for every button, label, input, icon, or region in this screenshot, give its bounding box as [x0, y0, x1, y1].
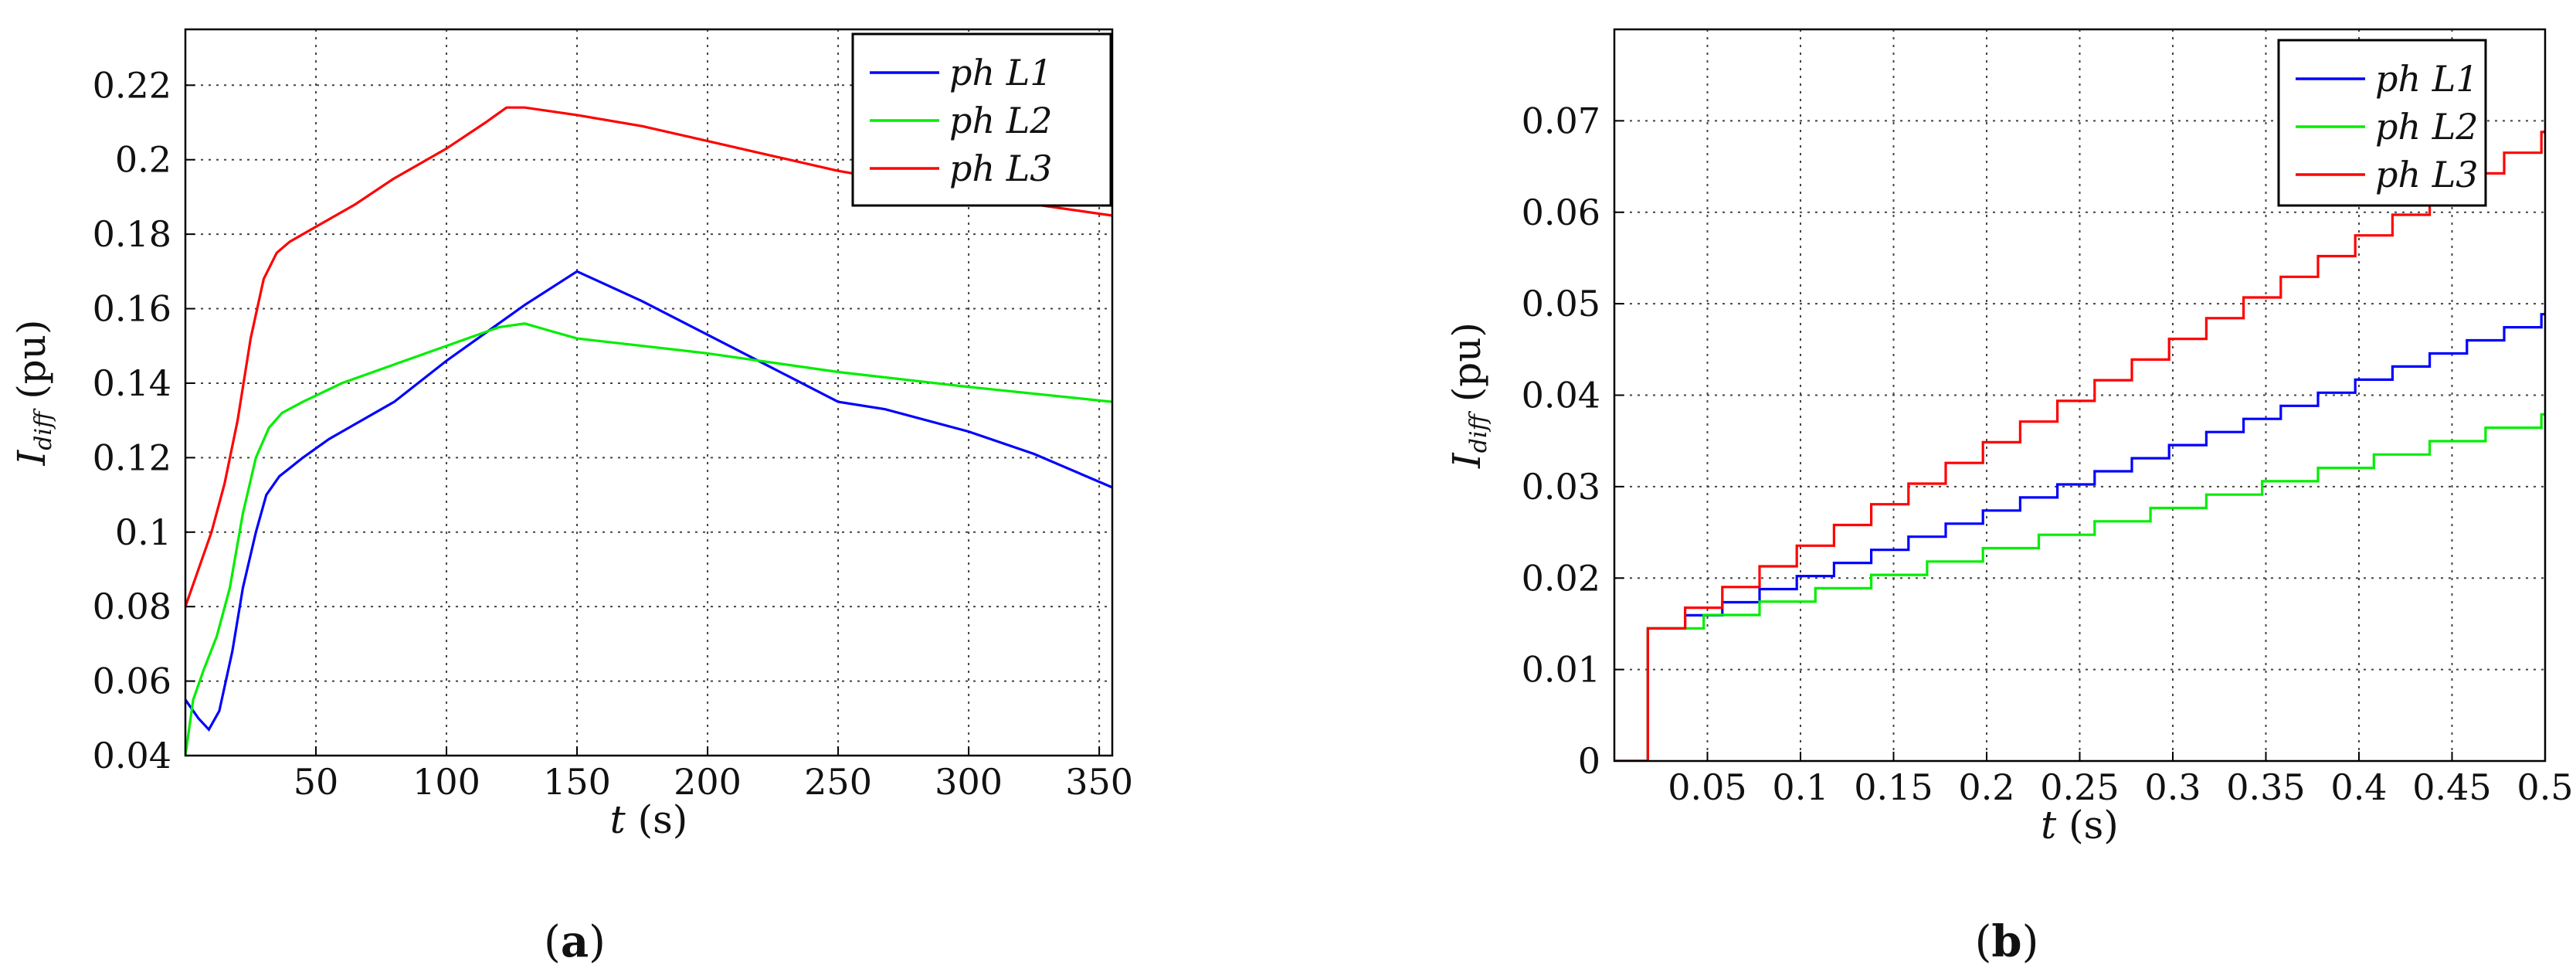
chart-a-y-tick-label: 0.1	[115, 511, 171, 553]
chart-b-y-tick-label: 0.07	[1522, 100, 1600, 141]
chart-b-x-tick-label: 0.45	[2412, 766, 2491, 808]
chart-a-series-ph-l3	[185, 106, 1112, 607]
chart-a-legend: ph L1 ph L2 ph L3	[851, 32, 1112, 207]
chart-a-panel-label: (a)	[544, 916, 606, 967]
chart-b-y-tick-label: 0.06	[1522, 192, 1600, 233]
chart-b: 0.05 0.1 0.15 0.2 0.25 0.3 0.35 0.4 0.45 0.5 0 0.0…	[1444, 28, 2574, 967]
chart-b-series-ph-l3	[1614, 130, 2545, 761]
chart-b-panel-label: (b)	[1975, 916, 2039, 967]
chart-a-y-tick-label: 0.04	[93, 735, 171, 776]
chart-b-y-tick-label: 0.04	[1522, 375, 1600, 416]
chart-b-x-tick-label: 0.15	[1854, 766, 1933, 808]
chart-b-y-tick-label: 0.01	[1522, 649, 1600, 691]
chart-a: 50 100 150 200 250 300 350 0.04 0.06 0.08 0.1 0.12…	[9, 28, 1133, 967]
chart-a-x-tick-label: 350	[1065, 761, 1133, 803]
chart-a-y-tick-label: 0.22	[93, 64, 171, 106]
chart-a-y-tick-label: 0.06	[93, 661, 171, 702]
chart-b-x-axis-label: t (s)	[2041, 803, 2119, 848]
chart-b-legend-label: ph L2	[2375, 106, 2479, 148]
chart-b-x-tick-label: 0.3	[2144, 766, 2201, 808]
chart-b-series	[1614, 130, 2545, 761]
chart-a-legend-label: ph L1	[949, 52, 1053, 93]
chart-a-plot-frame	[184, 28, 1114, 757]
chart-b-x-tick-label: 0.05	[1668, 766, 1746, 808]
chart-b-x-tick-label: 0.25	[2040, 766, 2119, 808]
chart-a-y-tick-label: 0.18	[93, 213, 171, 255]
chart-a-series-ph-l1	[185, 270, 1112, 732]
chart-a-y-tick-label: 0.16	[93, 288, 171, 330]
chart-b-y-ticks: 0 0.01 0.02 0.03 0.04 0.05 0.06 0.07	[1522, 100, 1624, 782]
chart-b-x-tick-label: 0.1	[1772, 766, 1828, 808]
chart-a-panel-letter: a	[561, 916, 589, 967]
chart-b-x-tick-label: 0.5	[2517, 766, 2573, 808]
chart-a-x-axis-label: t (s)	[610, 797, 688, 842]
chart-a-y-axis-label: Idiff (pu)	[9, 320, 57, 467]
chart-a-y-ticks: 0.04 0.06 0.08 0.1 0.12 0.14 0.16 0.18 0.2 0.22	[93, 64, 195, 776]
chart-b-series-ph-l2	[1614, 413, 2545, 761]
chart-b-y-tick-label: 0.02	[1522, 557, 1600, 599]
chart-a-series	[185, 106, 1112, 756]
chart-a-legend-label: ph L2	[949, 100, 1053, 141]
chart-b-series-ph-l1	[1614, 313, 2545, 761]
chart-a-x-tick-label: 100	[412, 761, 480, 803]
chart-b-y-tick-label: 0	[1578, 740, 1600, 782]
chart-a-x-tick-label: 200	[674, 761, 742, 803]
chart-b-panel-letter: b	[1991, 916, 2021, 967]
chart-a-x-tick-label: 250	[804, 761, 872, 803]
chart-b-y-tick-label: 0.05	[1522, 283, 1600, 324]
chart-a-y-tick-label: 0.14	[93, 362, 171, 404]
chart-a-x-ticks: 50 100 150 200 250 300 350	[294, 746, 1133, 803]
chart-a-x-tick-label: 150	[543, 761, 611, 803]
chart-b-legend-label: ph L1	[2375, 58, 2479, 100]
chart-a-x-tick-label: 50	[294, 761, 339, 803]
chart-b-legend: ph L1 ph L2 ph L3	[2277, 39, 2487, 207]
chart-b-x-tick-label: 0.2	[1958, 766, 2014, 808]
chart-a-legend-label: ph L3	[949, 148, 1053, 189]
chart-b-legend-label: ph L3	[2375, 154, 2479, 195]
chart-a-y-tick-label: 0.12	[93, 437, 171, 478]
chart-b-x-ticks: 0.05 0.1 0.15 0.2 0.25 0.3 0.35 0.4 0.45 0.5	[1668, 752, 2574, 808]
chart-a-series-ph-l2	[185, 322, 1112, 756]
chart-a-x-tick-label: 300	[935, 761, 1003, 803]
chart-a-y-tick-label: 0.2	[115, 139, 171, 181]
chart-a-y-tick-label: 0.08	[93, 586, 171, 627]
chart-b-y-axis-label: Idiff (pu)	[1444, 322, 1492, 469]
chart-b-legend-box	[2277, 39, 2487, 207]
chart-b-x-tick-label: 0.4	[2330, 766, 2387, 808]
chart-b-y-tick-label: 0.03	[1522, 466, 1600, 508]
chart-b-x-tick-label: 0.35	[2226, 766, 2305, 808]
chart-b-grid	[1614, 29, 2546, 762]
